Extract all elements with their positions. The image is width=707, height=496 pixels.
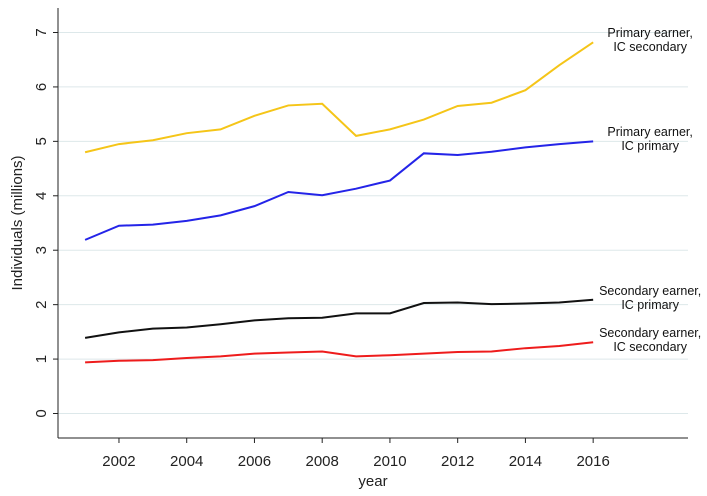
y-tick-label: 7 xyxy=(33,28,50,36)
y-tick-label: 3 xyxy=(33,246,50,254)
series-label: Secondary earner, IC secondary xyxy=(599,326,702,355)
series-line xyxy=(84,298,594,339)
series-label: Primary earner, IC primary xyxy=(607,125,693,154)
series-label-box: Primary earner, IC secondary xyxy=(607,26,693,55)
x-tick-label: 2010 xyxy=(373,453,406,470)
series-label: Secondary earner, IC primary xyxy=(599,283,702,312)
y-tick-label: 6 xyxy=(33,83,50,91)
y-tick-label: 4 xyxy=(33,192,50,200)
x-tick-label: 2006 xyxy=(238,453,271,470)
y-axis-title: Individuals (millions) xyxy=(9,155,26,290)
y-tick-label: 2 xyxy=(33,300,50,308)
series-label-box: Secondary earner, IC primary xyxy=(599,283,702,312)
x-tick-label: 2002 xyxy=(102,453,135,470)
series-line xyxy=(85,341,594,364)
x-tick-label: 2014 xyxy=(509,453,542,470)
series-label-box: Secondary earner, IC secondary xyxy=(599,326,702,355)
series-label: Primary earner, IC secondary xyxy=(607,26,693,55)
series-line xyxy=(84,41,594,154)
series-label-box: Primary earner, IC primary xyxy=(607,125,693,154)
x-tick-label: 2004 xyxy=(170,453,203,470)
y-tick-label: 0 xyxy=(33,409,50,417)
x-axis-title: year xyxy=(358,473,387,490)
x-tick-label: 2012 xyxy=(441,453,474,470)
y-tick-label: 5 xyxy=(33,137,50,145)
x-tick-label: 2008 xyxy=(306,453,339,470)
y-tick-label: 1 xyxy=(33,355,50,363)
x-tick-label: 2016 xyxy=(576,453,609,470)
series-line xyxy=(84,140,594,241)
